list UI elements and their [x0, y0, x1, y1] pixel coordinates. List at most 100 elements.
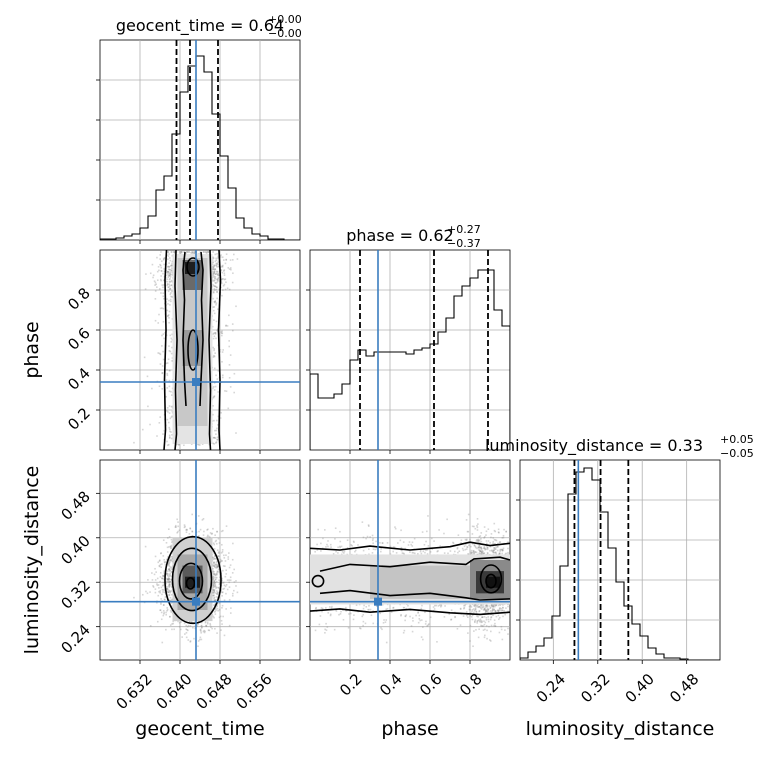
sample-point	[426, 625, 429, 627]
sample-point	[487, 618, 490, 621]
sample-point	[480, 551, 483, 554]
sample-point	[348, 613, 350, 615]
sample-point	[191, 251, 194, 254]
sample-point	[507, 551, 509, 554]
sample-point	[480, 553, 482, 556]
sample-point	[362, 620, 365, 623]
sample-point	[213, 354, 215, 357]
sample-point	[376, 548, 378, 550]
sample-point	[382, 622, 385, 624]
sample-point	[480, 621, 483, 624]
sample-point	[162, 284, 165, 286]
sample-point	[498, 552, 501, 555]
sample-point	[489, 618, 492, 621]
sample-point	[213, 348, 216, 350]
sample-point	[170, 295, 172, 298]
sample-point	[392, 546, 395, 548]
sample-point	[400, 614, 402, 617]
sample-point	[161, 593, 163, 596]
sample-point	[165, 611, 167, 614]
sample-point	[490, 624, 493, 627]
sample-point	[174, 251, 176, 253]
sample-point	[465, 519, 468, 521]
sample-point	[154, 319, 157, 322]
sample-point	[478, 552, 481, 554]
sample-point	[228, 377, 231, 379]
sample-point	[499, 541, 502, 543]
sample-point	[224, 262, 227, 265]
sample-point	[500, 609, 502, 612]
sample-point	[217, 276, 220, 279]
sample-point	[410, 625, 413, 627]
sample-point	[211, 268, 214, 270]
sample-point	[198, 530, 200, 533]
sample-point	[374, 548, 377, 551]
sample-point	[205, 625, 208, 627]
sample-point	[485, 606, 487, 609]
sample-point	[329, 614, 332, 617]
sample-point	[166, 572, 168, 575]
sample-point	[221, 580, 223, 582]
sample-point	[161, 577, 164, 580]
sample-point	[475, 628, 477, 631]
sample-point	[188, 620, 191, 623]
sample-point	[484, 608, 486, 610]
sample-point	[444, 605, 446, 607]
sample-point	[154, 588, 157, 590]
sample-point	[485, 609, 488, 611]
sample-point	[492, 549, 495, 552]
sample-point	[163, 591, 166, 594]
sample-point	[170, 578, 173, 581]
sample-point	[215, 542, 218, 545]
sample-point	[170, 611, 173, 613]
sample-point	[213, 576, 215, 579]
sample-point	[489, 606, 492, 609]
sample-point	[165, 280, 167, 283]
sample-point	[389, 553, 392, 556]
sample-point	[216, 549, 219, 551]
sample-point	[225, 281, 227, 284]
sample-point	[474, 603, 476, 606]
sample-point	[162, 295, 165, 298]
sample-point	[169, 596, 172, 599]
sample-point	[233, 581, 236, 583]
sample-point	[215, 604, 218, 607]
sample-point	[483, 608, 486, 611]
sample-point	[477, 540, 479, 542]
sample-point	[490, 536, 492, 539]
sample-point	[493, 522, 496, 525]
sample-point	[214, 253, 217, 256]
sample-point	[162, 574, 164, 577]
sample-point	[213, 561, 215, 564]
sample-point	[327, 540, 329, 542]
sample-point	[212, 557, 214, 559]
sample-point	[480, 546, 483, 549]
sample-point	[475, 605, 478, 608]
sample-point	[153, 280, 156, 282]
sample-point	[158, 565, 161, 567]
sample-point	[211, 563, 214, 566]
sample-point	[159, 571, 162, 574]
sample-point	[163, 429, 166, 432]
sample-point	[427, 515, 429, 517]
sample-point	[483, 636, 486, 639]
sample-point	[474, 551, 476, 553]
sample-point	[229, 579, 232, 582]
sample-point	[471, 551, 474, 554]
sample-point	[488, 625, 490, 628]
sample-point	[166, 570, 169, 572]
sample-point	[160, 292, 162, 294]
sample-point	[381, 542, 384, 544]
sample-point	[165, 613, 167, 616]
sample-point	[168, 317, 170, 319]
sample-point	[457, 534, 460, 536]
sample-point	[166, 372, 169, 375]
sample-point	[483, 608, 486, 611]
sample-point	[171, 560, 174, 562]
sample-point	[215, 441, 218, 443]
sample-point	[219, 615, 222, 618]
sample-point	[158, 587, 160, 589]
sample-point	[168, 583, 171, 585]
sample-point	[181, 251, 183, 253]
sample-point	[225, 569, 228, 572]
